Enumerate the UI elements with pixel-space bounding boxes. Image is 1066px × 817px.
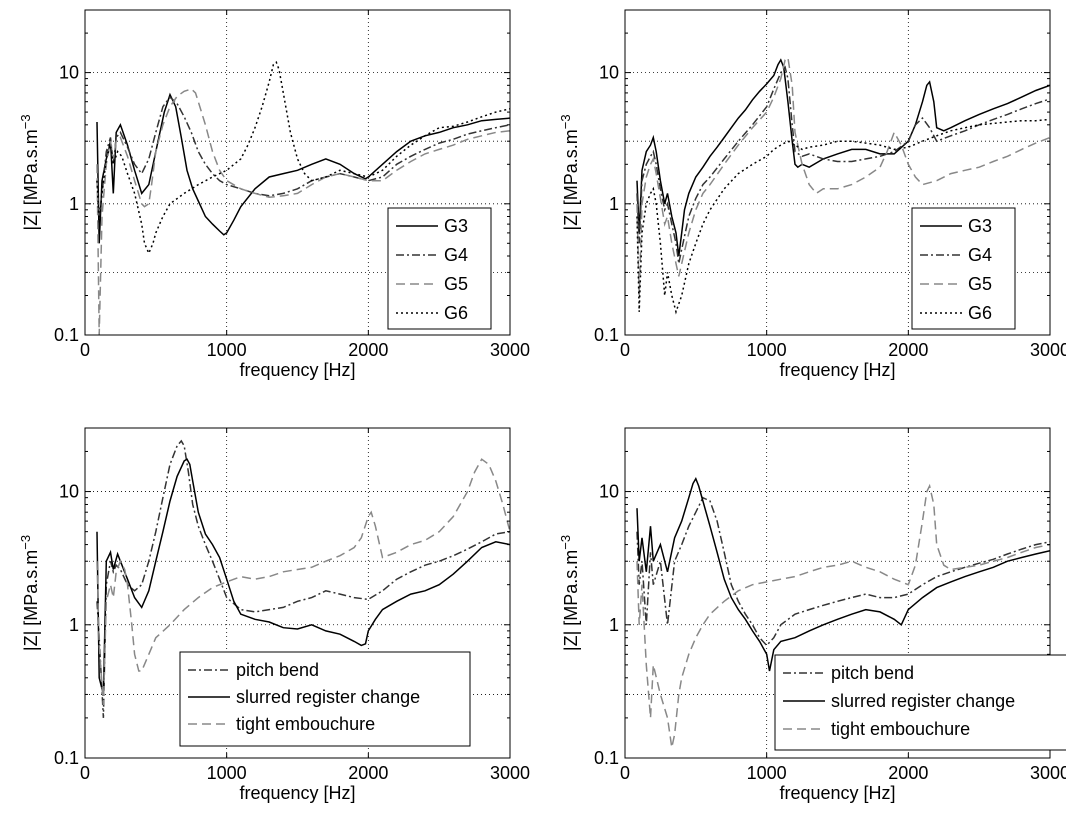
legend-label: G6 <box>968 303 992 323</box>
x-tick-label: 3000 <box>1030 340 1066 360</box>
chart-panel-1: 0 1000 2000 3000 0.1 1 10 frequency [Hz] |Z| [MP… <box>18 9 530 380</box>
y-tick-label: 1 <box>69 194 79 214</box>
y-axis-label: |Z| [MPa.s.m−3 <box>558 114 581 230</box>
legend-label: G4 <box>444 245 468 265</box>
series-line-g3 <box>96 92 510 244</box>
y-tick-label: 0.1 <box>594 325 619 345</box>
y-tick-label: 0.1 <box>594 748 619 768</box>
y-axis-label: |Z| [MPa.s.m−3 <box>558 535 581 651</box>
x-tick-label: 0 <box>620 340 630 360</box>
legend-label: pitch bend <box>831 663 914 683</box>
series-line-g5 <box>636 56 1050 296</box>
legend-box <box>911 207 1016 330</box>
series-line-g5 <box>96 88 510 335</box>
x-tick-label: 3000 <box>490 340 530 360</box>
x-tick-label: 2000 <box>348 763 388 783</box>
y-tick-label: 10 <box>59 63 79 83</box>
legend: G3 G4 G5 G6 <box>387 207 492 330</box>
x-axis-label: frequency [Hz] <box>779 360 895 380</box>
x-tick-label: 2000 <box>348 340 388 360</box>
legend-box <box>179 651 471 747</box>
chart-panel-2: 0 1000 2000 3000 0.1 1 10 frequency [Hz] |Z| [MP… <box>558 9 1066 380</box>
x-tick-label: 3000 <box>490 763 530 783</box>
legend-label: G4 <box>968 245 992 265</box>
legend-label: slurred register change <box>236 687 420 707</box>
plot-frame <box>84 9 511 336</box>
legend-label: pitch bend <box>236 660 319 680</box>
legend: G3 G4 G5 G6 <box>911 207 1016 330</box>
legend-box <box>387 207 492 330</box>
series-line-g3 <box>636 58 1050 257</box>
x-axis-label: frequency [Hz] <box>239 360 355 380</box>
y-tick-label: 10 <box>599 482 619 502</box>
y-tick-label: 0.1 <box>54 325 79 345</box>
series-line-pitch-bend <box>96 439 510 718</box>
y-tick-label: 0.1 <box>54 748 79 768</box>
series-line-slurred-register-change <box>96 458 510 695</box>
legend-label: G3 <box>444 216 468 236</box>
plot-frame <box>84 427 511 759</box>
x-tick-label: 1000 <box>207 340 247 360</box>
legend: pitch bend slurred register change tight e… <box>179 651 471 747</box>
y-axis-label: |Z| [MPa.s.m−3 <box>18 535 41 651</box>
x-tick-label: 2000 <box>888 340 928 360</box>
y-tick-label: 1 <box>609 194 619 214</box>
x-tick-label: 0 <box>80 340 90 360</box>
legend-box <box>774 654 1066 751</box>
legend-label: G3 <box>968 216 992 236</box>
x-axis-label: frequency [Hz] <box>779 783 895 803</box>
y-tick-label: 1 <box>69 615 79 635</box>
x-tick-label: 1000 <box>747 340 787 360</box>
x-tick-label: 1000 <box>207 763 247 783</box>
legend-label: tight embouchure <box>831 719 970 739</box>
y-tick-label: 10 <box>599 63 619 83</box>
series-line-tight-embouchure <box>636 483 1050 748</box>
legend: pitch bend slurred register change tight e… <box>774 654 1066 751</box>
series-line-tight-embouchure <box>96 458 510 706</box>
y-tick-label: 1 <box>609 615 619 635</box>
chart-panel-4: 0 1000 2000 3000 0.1 1 10 frequency [Hz] |Z| [MP… <box>558 427 1066 803</box>
legend-label: G5 <box>968 274 992 294</box>
x-tick-label: 3000 <box>1030 763 1066 783</box>
series-line-g4 <box>96 95 510 217</box>
x-tick-label: 0 <box>620 763 630 783</box>
x-axis-label: frequency [Hz] <box>239 783 355 803</box>
x-tick-label: 2000 <box>888 763 928 783</box>
y-axis-label: |Z| [MPa.s.m−3 <box>18 114 41 230</box>
legend-label: G6 <box>444 303 468 323</box>
plot-frame <box>624 9 1051 336</box>
series-line-slurred-register-change <box>636 476 1050 672</box>
y-tick-label: 10 <box>59 482 79 502</box>
legend-label: tight embouchure <box>236 714 375 734</box>
chart-panel-3: 0 1000 2000 3000 0.1 1 10 frequency [Hz] |Z| [MP… <box>18 427 530 803</box>
legend-label: slurred register change <box>831 691 1015 711</box>
legend-label: G5 <box>444 274 468 294</box>
plot-frame <box>624 427 1051 759</box>
x-tick-label: 0 <box>80 763 90 783</box>
x-tick-label: 1000 <box>747 763 787 783</box>
series-line-g4 <box>636 65 1050 264</box>
